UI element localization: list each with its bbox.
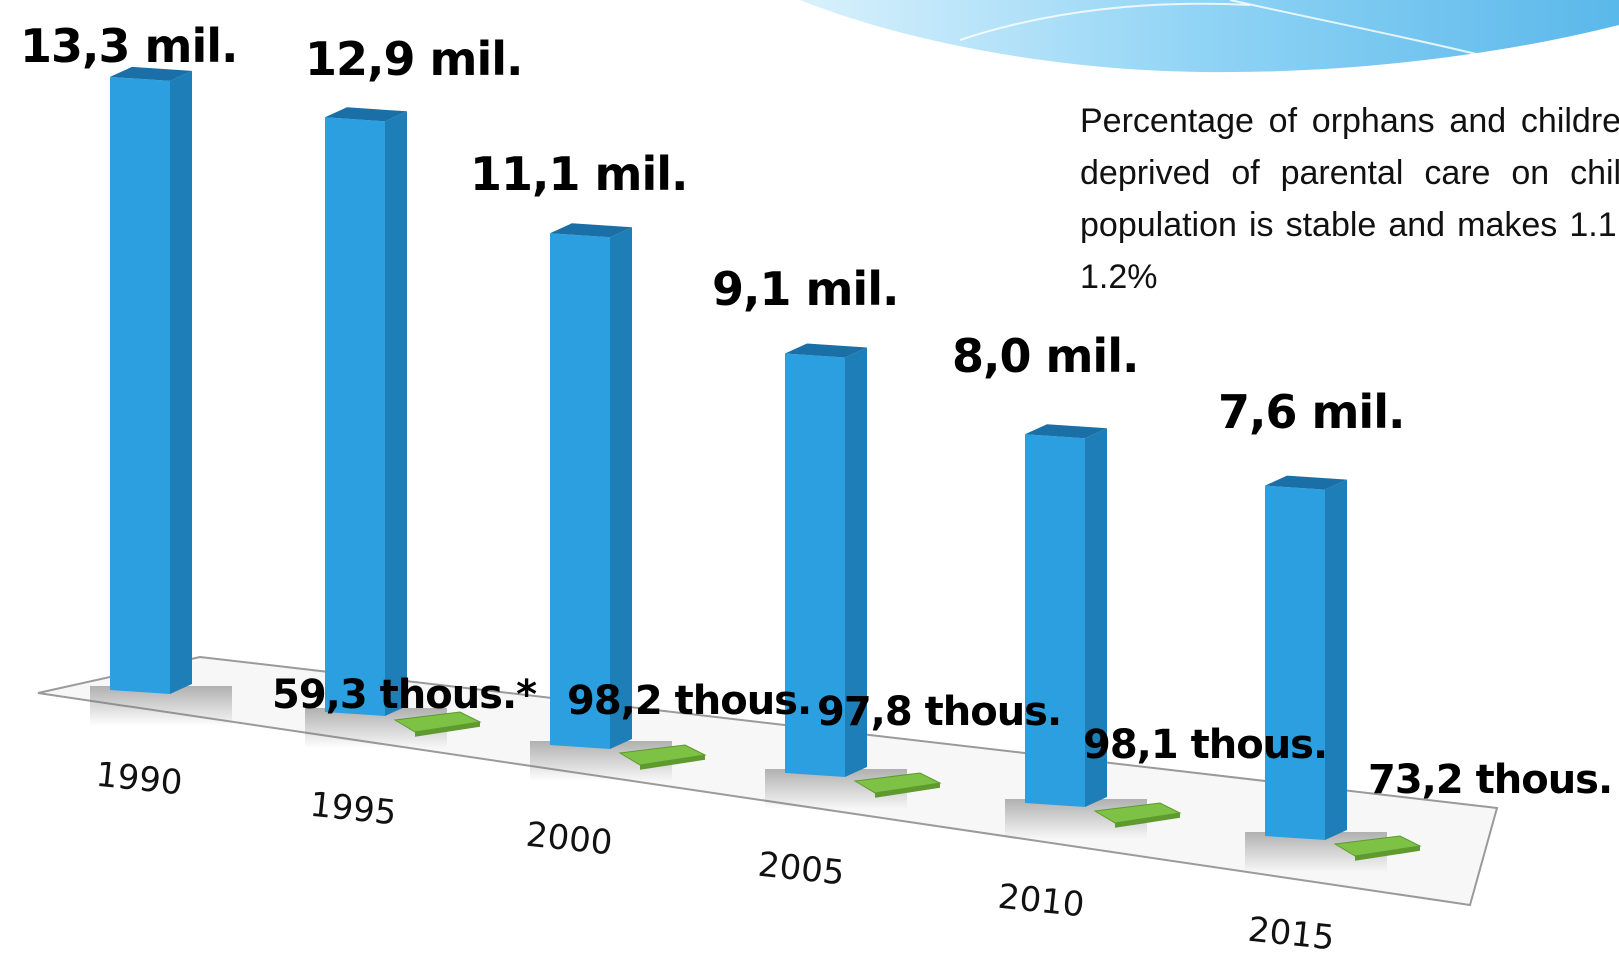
category-label: 1990: [94, 755, 184, 804]
value-label: 13,3 mil.: [20, 19, 237, 73]
bar: [550, 233, 610, 750]
small-value-label: 97,8 thous.: [817, 689, 1061, 735]
bar-top: [110, 66, 192, 81]
bar-top: [785, 343, 867, 358]
small-bar-side: [875, 783, 940, 798]
bar-side: [610, 227, 632, 750]
bar: [785, 353, 845, 777]
bar-side: [1085, 428, 1107, 807]
bar-top: [1265, 475, 1347, 490]
bar: [110, 76, 170, 695]
bar-top: [550, 223, 632, 238]
category-label: 2005: [756, 845, 846, 894]
bar: [325, 117, 385, 716]
bar: [1265, 485, 1325, 840]
small-value-label: 98,2 thous.: [567, 678, 811, 724]
value-label: 8,0 mil.: [952, 329, 1138, 383]
labels-layer: 1990 13,3 mil. 1995 12,9 mil. 59,3 thous.* 20…: [20, 19, 1613, 959]
bar-side: [170, 70, 192, 695]
small-bar-side: [640, 755, 705, 770]
small-value-label: 98,1 thous.: [1083, 722, 1327, 768]
value-label: 12,9 mil.: [305, 32, 522, 86]
small-bar-side: [415, 722, 480, 737]
bar-side: [385, 111, 407, 716]
decorative-wave-line-2: [1229, 0, 1481, 56]
category-label: 2015: [1246, 910, 1336, 959]
value-label: 7,6 mil.: [1218, 385, 1404, 439]
small-value-label: 73,2 thous.: [1368, 757, 1612, 803]
decorative-wave: [800, 0, 1619, 73]
category-label: 2000: [524, 815, 614, 864]
value-label: 11,1 mil.: [470, 147, 687, 201]
decorative-wave-line: [959, 2, 1251, 41]
value-label: 9,1 mil.: [712, 262, 898, 316]
bar-side: [845, 347, 867, 777]
bar-side: [1325, 479, 1347, 840]
bar: [1025, 434, 1085, 807]
annotation-text: Percentage of orphans and children depri…: [1080, 102, 1619, 296]
bar-top: [325, 107, 407, 122]
bars-layer: [90, 66, 1422, 872]
small-value-label: 59,3 thous.*: [272, 672, 537, 718]
small-bar-side: [1355, 846, 1420, 861]
bar-top: [1025, 424, 1107, 439]
small-bar-side: [1115, 813, 1180, 828]
category-label: 1995: [308, 785, 398, 834]
category-label: 2010: [996, 877, 1086, 926]
